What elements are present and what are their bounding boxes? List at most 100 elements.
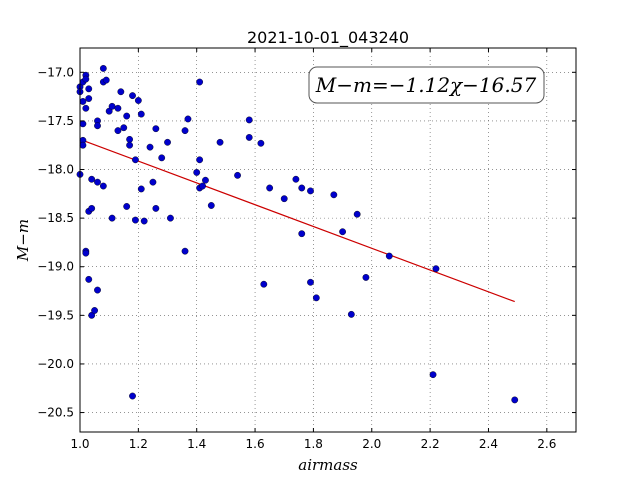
data-point (123, 203, 131, 210)
data-point (298, 230, 306, 238)
x-tick-label: 2.0 (362, 437, 381, 451)
data-point (196, 156, 204, 164)
data-point (260, 280, 268, 288)
x-axis-label: airmass (298, 456, 358, 474)
x-tick-label: 1.8 (304, 437, 323, 451)
data-point (167, 214, 174, 222)
plot-area (80, 48, 576, 432)
data-point (207, 202, 215, 209)
tick-labels: 1.0 1.2 1.4 1.6 1.8 2.0 2.2 2.4 2.6 −17.0 −17.5 −18… (37, 65, 556, 451)
data-point (196, 78, 204, 86)
y-tick-label: −17.0 (37, 65, 74, 79)
x-tick-label: 1.6 (246, 437, 265, 451)
data-points (76, 65, 519, 404)
data-point (82, 104, 90, 112)
data-point (132, 216, 139, 224)
data-point (280, 195, 288, 203)
data-point (140, 217, 148, 225)
x-tick-label: 1.0 (70, 437, 89, 451)
data-point (120, 124, 128, 132)
data-point (149, 178, 157, 186)
annotation-box: M−m=−1.12χ−16.57 (308, 66, 545, 104)
data-point (257, 139, 265, 147)
fit-line (82, 139, 515, 303)
y-tick-label: −20.0 (37, 357, 74, 371)
chart-title: 2021-10-01_043240 (247, 28, 409, 48)
data-point (88, 205, 96, 212)
data-point (511, 396, 519, 404)
data-point (193, 169, 201, 176)
y-axis-label: M−m (14, 219, 32, 262)
data-point (432, 265, 440, 273)
data-point (132, 156, 139, 164)
data-point (362, 274, 370, 281)
data-point (353, 210, 361, 218)
y-tick-label: −18.5 (37, 211, 74, 225)
data-point (129, 92, 136, 100)
data-point (79, 141, 87, 149)
data-point (94, 286, 101, 294)
y-tick-label: −19.5 (37, 308, 74, 322)
data-point (266, 184, 274, 192)
data-point (137, 110, 145, 118)
data-point (164, 138, 171, 146)
data-point (85, 275, 93, 283)
data-point (146, 143, 154, 151)
x-tick-label: 2.2 (421, 437, 440, 451)
data-point (347, 310, 355, 318)
data-point (99, 65, 107, 72)
data-point (134, 97, 142, 104)
data-point (102, 76, 110, 84)
data-point (245, 134, 253, 141)
data-point (307, 278, 314, 286)
data-point (79, 98, 87, 105)
data-point (330, 191, 338, 199)
data-point (99, 182, 107, 190)
data-point (126, 135, 134, 143)
plot-frame (79, 47, 577, 433)
data-point (82, 75, 90, 83)
y-tick-label: −20.5 (37, 406, 74, 420)
data-point (307, 187, 314, 195)
data-point (88, 175, 96, 183)
data-point (234, 171, 241, 179)
data-point (312, 294, 320, 302)
data-point (184, 115, 192, 123)
data-point (129, 392, 136, 400)
data-point (85, 85, 93, 93)
y-tick-label: −17.5 (37, 114, 74, 128)
data-point (137, 185, 145, 193)
data-point (181, 127, 189, 135)
data-point (199, 182, 206, 190)
data-point (85, 95, 93, 102)
data-point (126, 141, 134, 149)
y-tick-label: −19.0 (37, 260, 74, 274)
data-point (91, 307, 98, 314)
data-point (298, 184, 306, 192)
x-tick-label: 1.4 (187, 437, 206, 451)
data-point (114, 104, 122, 112)
annotation-text: M−m=−1.12χ−16.57 (315, 73, 537, 97)
data-point (152, 125, 160, 133)
data-point (94, 178, 101, 186)
y-tick-label: −18.0 (37, 163, 74, 177)
data-point (123, 112, 131, 120)
data-point (245, 116, 253, 124)
data-point (117, 88, 125, 96)
data-point (114, 127, 122, 135)
data-point (202, 176, 209, 184)
data-point (79, 120, 87, 128)
data-point (216, 138, 224, 146)
data-point (94, 122, 101, 130)
data-point (108, 214, 116, 222)
data-point (385, 252, 393, 260)
data-point (181, 247, 189, 255)
data-point (152, 205, 160, 212)
data-point (339, 228, 346, 236)
data-point (108, 102, 116, 110)
x-tick-label: 2.4 (479, 437, 498, 451)
data-point (158, 154, 166, 162)
x-tick-label: 2.6 (537, 437, 556, 451)
data-point (292, 175, 300, 183)
